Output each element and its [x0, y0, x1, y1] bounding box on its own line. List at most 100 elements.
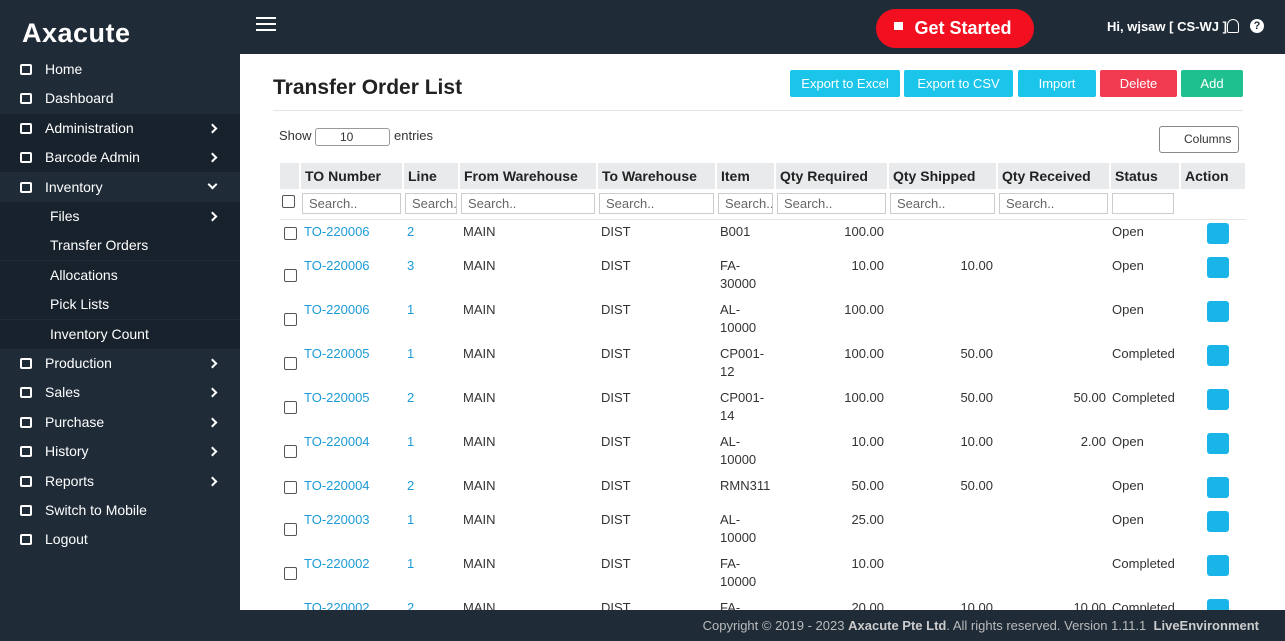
- submenu-item[interactable]: Transfer Orders: [0, 231, 240, 261]
- edit-button[interactable]: [1207, 344, 1229, 366]
- link[interactable]: 2: [407, 599, 415, 611]
- cell: 2: [403, 596, 459, 611]
- menu-item[interactable]: Sales: [0, 378, 240, 407]
- search-input[interactable]: Search..: [718, 193, 773, 214]
- edit-button[interactable]: [1207, 300, 1229, 322]
- columns-button[interactable]: Columns: [1159, 126, 1239, 153]
- link[interactable]: 3: [407, 257, 415, 273]
- user-greeting[interactable]: Hi, wjsaw [ CS-WJ ]: [1107, 19, 1227, 34]
- edit-button[interactable]: [1207, 256, 1229, 278]
- menu-label: Reports: [45, 472, 95, 489]
- submenu-item[interactable]: Inventory Count: [0, 319, 240, 349]
- cell: [888, 508, 997, 552]
- menu-item[interactable]: Home: [0, 55, 240, 84]
- menu-item[interactable]: Inventory: [0, 173, 240, 202]
- link[interactable]: TO-220006: [304, 301, 370, 317]
- get-started-button[interactable]: Get Started: [876, 9, 1034, 48]
- logo[interactable]: Axacute: [22, 18, 131, 48]
- column-header[interactable]: TO Number: [300, 163, 404, 189]
- menu-item[interactable]: Production: [0, 349, 240, 378]
- checkbox[interactable]: [282, 195, 295, 208]
- value: 50.00: [851, 477, 884, 493]
- checkbox[interactable]: [284, 566, 297, 580]
- column-header[interactable]: Item: [716, 163, 776, 189]
- environment: LiveEnvironment: [1153, 618, 1259, 633]
- column-header[interactable]: Qty Shipped: [888, 163, 998, 189]
- menu-item[interactable]: Administration: [0, 113, 240, 143]
- link[interactable]: TO-220003: [304, 511, 370, 527]
- link[interactable]: TO-220004: [304, 477, 370, 493]
- submenu-item[interactable]: Allocations: [0, 260, 240, 290]
- search-input[interactable]: Search..: [999, 193, 1108, 214]
- checkbox[interactable]: [284, 400, 297, 414]
- status-filter[interactable]: [1112, 193, 1174, 214]
- edit-button[interactable]: [1207, 222, 1229, 244]
- link[interactable]: TO-220004: [304, 433, 370, 449]
- edit-button[interactable]: [1207, 476, 1229, 498]
- search-input[interactable]: Search..: [599, 193, 714, 214]
- menu-item[interactable]: Reports: [0, 467, 240, 496]
- help-icon[interactable]: ?: [1250, 19, 1264, 33]
- search-input[interactable]: Search..: [461, 193, 595, 214]
- link[interactable]: TO-220006: [304, 257, 370, 273]
- cell: [888, 219, 997, 254]
- checkbox[interactable]: [284, 226, 297, 240]
- action-button[interactable]: Add: [1181, 70, 1243, 97]
- column-header[interactable]: Status: [1110, 163, 1181, 189]
- checkbox[interactable]: [284, 268, 297, 282]
- edit-button[interactable]: [1207, 510, 1229, 532]
- menu-item[interactable]: Logout: [0, 525, 240, 554]
- submenu-item[interactable]: Files: [0, 202, 240, 231]
- link[interactable]: TO-220005: [304, 389, 370, 405]
- edit-button[interactable]: [1207, 554, 1229, 576]
- column-header[interactable]: Qty Received: [997, 163, 1111, 189]
- link[interactable]: TO-220002: [304, 599, 370, 611]
- checkbox[interactable]: [284, 356, 297, 370]
- column-header[interactable]: To Warehouse: [597, 163, 717, 189]
- action-button[interactable]: Export to CSV: [904, 70, 1013, 97]
- link[interactable]: 2: [407, 477, 415, 493]
- menu-item[interactable]: Dashboard: [0, 84, 240, 113]
- action-button[interactable]: Import: [1018, 70, 1096, 97]
- menu-label: Sales: [45, 384, 81, 401]
- checkbox[interactable]: [284, 522, 297, 536]
- checkbox[interactable]: [284, 312, 297, 326]
- link[interactable]: 1: [407, 345, 415, 361]
- column-header[interactable]: Action: [1180, 163, 1247, 189]
- link[interactable]: 2: [407, 389, 415, 405]
- action-button[interactable]: Export to Excel: [790, 70, 900, 97]
- menu-item[interactable]: Barcode Admin: [0, 143, 240, 173]
- menu-toggle[interactable]: [256, 17, 276, 31]
- link[interactable]: 1: [407, 433, 415, 449]
- link[interactable]: 1: [407, 301, 415, 317]
- checkbox[interactable]: [284, 480, 297, 494]
- company[interactable]: Axacute Pte Ltd: [848, 618, 947, 633]
- column-header[interactable]: Line: [403, 163, 460, 189]
- menu-label: Barcode Admin: [45, 149, 140, 166]
- edit-button[interactable]: [1207, 432, 1229, 454]
- value: DIST: [601, 223, 631, 239]
- link[interactable]: 1: [407, 511, 415, 527]
- menu-icon: [20, 152, 32, 164]
- search-input[interactable]: Search..: [777, 193, 886, 214]
- menu-item[interactable]: Switch to Mobile: [0, 496, 240, 525]
- search-input[interactable]: Search..: [890, 193, 995, 214]
- submenu-item[interactable]: Pick Lists: [0, 290, 240, 320]
- column-header[interactable]: Qty Required: [775, 163, 889, 189]
- link[interactable]: 1: [407, 555, 415, 571]
- edit-button[interactable]: [1207, 598, 1229, 610]
- checkbox[interactable]: [284, 444, 297, 458]
- menu-item[interactable]: History: [0, 437, 240, 466]
- search-input[interactable]: Search..: [405, 193, 457, 214]
- edit-button[interactable]: [1207, 388, 1229, 410]
- link[interactable]: TO-220002: [304, 555, 370, 571]
- menu-item[interactable]: Purchase: [0, 408, 240, 437]
- link[interactable]: 2: [407, 223, 415, 239]
- column-header[interactable]: From Warehouse: [459, 163, 598, 189]
- link[interactable]: TO-220005: [304, 345, 370, 361]
- link[interactable]: TO-220006: [304, 223, 370, 239]
- action-button[interactable]: Delete: [1100, 70, 1177, 97]
- page-size-select[interactable]: 10: [315, 128, 390, 146]
- user-icon[interactable]: [1227, 19, 1239, 33]
- search-input[interactable]: Search..: [302, 193, 401, 214]
